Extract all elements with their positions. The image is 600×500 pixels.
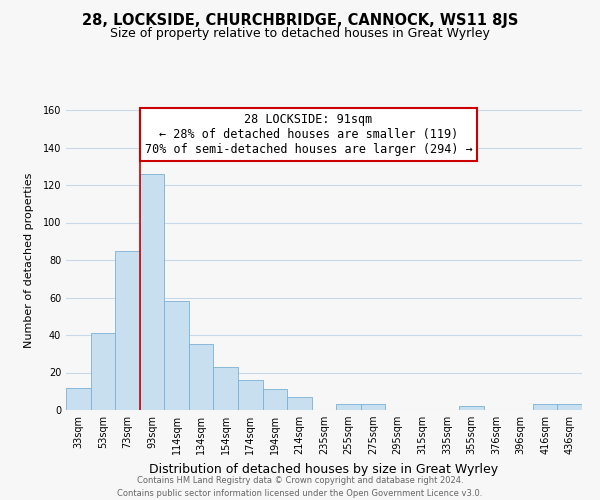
Bar [361, 404, 385, 410]
Bar [91, 333, 115, 410]
Bar [214, 367, 238, 410]
Bar [238, 380, 263, 410]
Bar [66, 388, 91, 410]
Text: Size of property relative to detached houses in Great Wyrley: Size of property relative to detached ho… [110, 28, 490, 40]
Text: 28 LOCKSIDE: 91sqm
← 28% of detached houses are smaller (119)
70% of semi-detach: 28 LOCKSIDE: 91sqm ← 28% of detached hou… [145, 113, 472, 156]
Bar [336, 404, 361, 410]
Bar [533, 404, 557, 410]
Bar [140, 174, 164, 410]
Bar [557, 404, 582, 410]
Text: Contains HM Land Registry data © Crown copyright and database right 2024.
Contai: Contains HM Land Registry data © Crown c… [118, 476, 482, 498]
Y-axis label: Number of detached properties: Number of detached properties [25, 172, 34, 348]
Bar [287, 397, 312, 410]
X-axis label: Distribution of detached houses by size in Great Wyrley: Distribution of detached houses by size … [149, 462, 499, 475]
Bar [189, 344, 214, 410]
Bar [115, 250, 140, 410]
Text: 28, LOCKSIDE, CHURCHBRIDGE, CANNOCK, WS11 8JS: 28, LOCKSIDE, CHURCHBRIDGE, CANNOCK, WS1… [82, 12, 518, 28]
Bar [459, 406, 484, 410]
Bar [263, 390, 287, 410]
Bar [164, 301, 189, 410]
